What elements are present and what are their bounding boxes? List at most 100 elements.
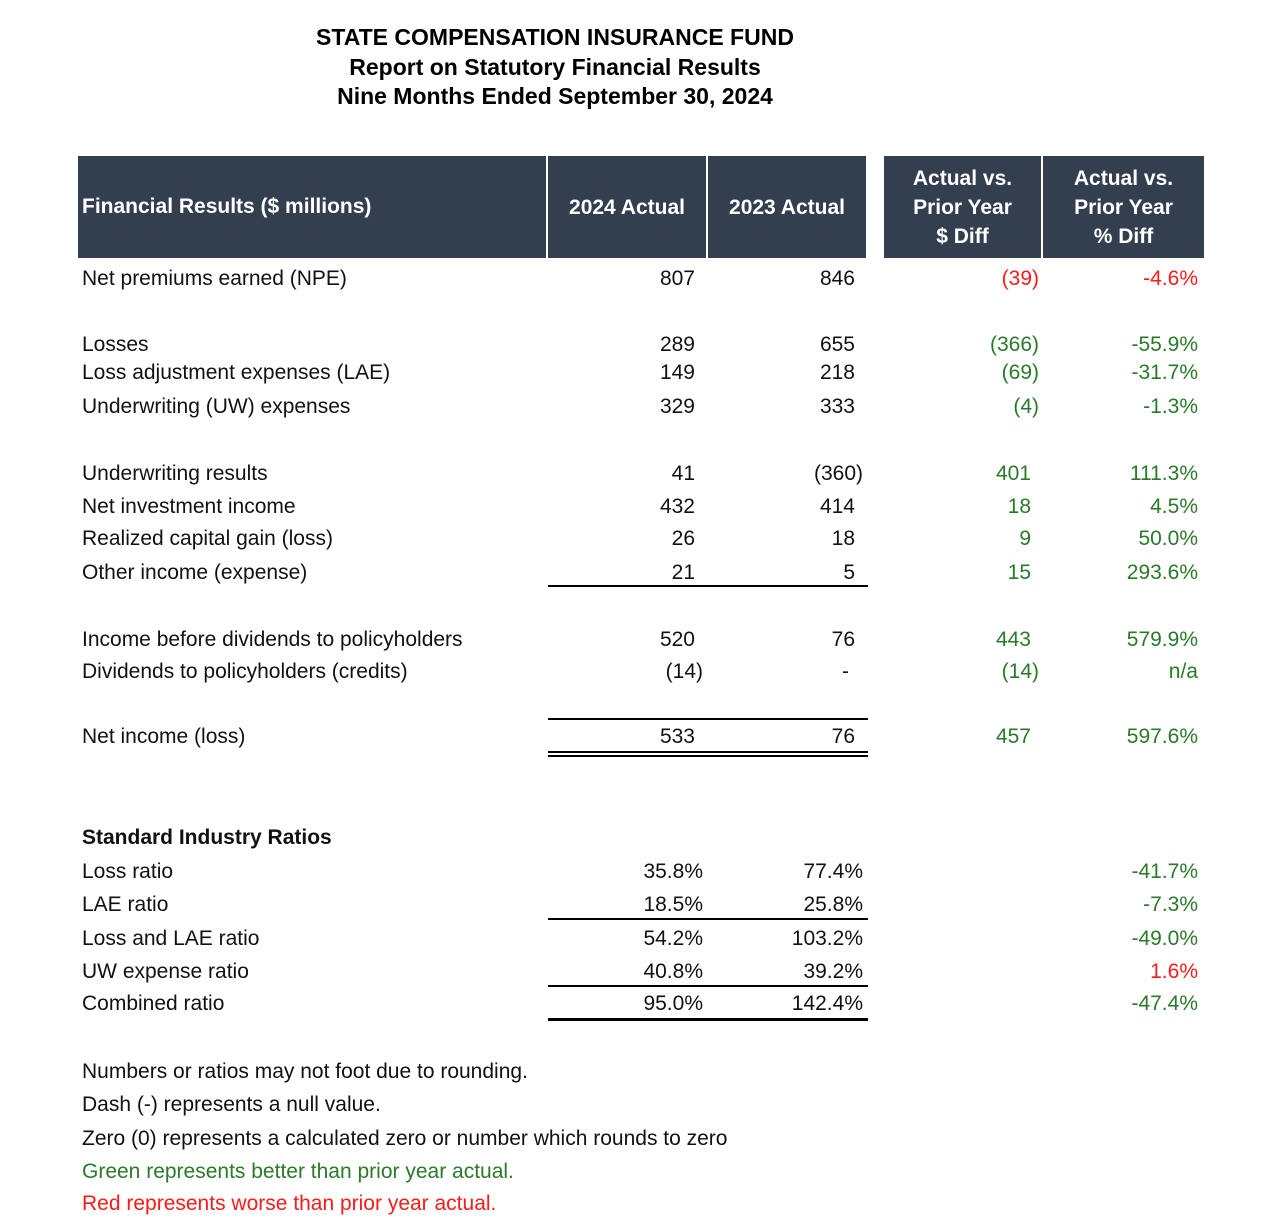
ratio-2024: 35.8% [643, 860, 703, 883]
ratio-label: Combined ratio [82, 992, 225, 1015]
row-label: Net investment income [82, 495, 296, 518]
report-subtitle: Report on Statutory Financial Results [349, 54, 761, 80]
ratio-label: UW expense ratio [82, 960, 249, 983]
value-2024: 807 [659, 267, 695, 290]
ratio-pct-diff: 1.6% [1150, 960, 1198, 983]
footnote: Red represents worse than prior year act… [82, 1192, 497, 1215]
value-2024: 21 [671, 561, 695, 584]
value-pct-diff: 293.6% [1126, 561, 1198, 584]
ratio-row: UW expense ratio 40.8% 39.2% 1.6% [0, 957, 1266, 987]
ratio-row: Loss ratio 35.8% 77.4% -41.7% [0, 857, 1266, 887]
table-row: Income before dividends to policyholders… [0, 625, 1266, 655]
row-label: Net income (loss) [82, 725, 246, 748]
header-pct-diff-l1: Actual vs. [1073, 166, 1174, 190]
row-label: Other income (expense) [82, 561, 308, 584]
header-pct-diff: Actual vs. Prior Year % Diff [1043, 156, 1204, 258]
header-2023-actual: 2023 Actual [708, 156, 866, 258]
table-row: Underwriting results 41 (360) 401 111.3% [0, 459, 1266, 489]
value-dollar-diff: 9 [1019, 527, 1031, 550]
table-row: Realized capital gain (loss) 26 18 9 50.0% [0, 524, 1266, 554]
value-dollar-diff: (39) [1001, 267, 1039, 290]
header-dollar-diff: Actual vs. Prior Year $ Diff [884, 156, 1041, 258]
table-row: Dividends to policyholders (credits) (14)… [0, 657, 1266, 687]
value-2024: 533 [659, 725, 695, 748]
value-dollar-diff: 401 [995, 462, 1031, 485]
value-2023: 218 [819, 361, 855, 384]
header-pct-diff-l2: Prior Year [1074, 195, 1173, 219]
value-2023: 76 [831, 628, 855, 651]
table-row: Net investment income 432 414 18 4.5% [0, 492, 1266, 522]
lae-ratio-rule [548, 918, 868, 920]
row-label: Underwriting results [82, 462, 268, 485]
ratio-row: Combined ratio 95.0% 142.4% -47.4% [0, 989, 1266, 1019]
row-label: Dividends to policyholders (credits) [82, 660, 408, 683]
value-2023: 18 [831, 527, 855, 550]
value-2024: 26 [671, 527, 695, 550]
ratio-2024: 40.8% [643, 960, 703, 983]
value-dollar-diff: 15 [1007, 561, 1031, 584]
footnote: Green represents better than prior year … [82, 1160, 514, 1183]
ratio-row: LAE ratio 18.5% 25.8% -7.3% [0, 890, 1266, 920]
value-2024: 149 [659, 361, 695, 384]
ratio-pct-diff: -47.4% [1131, 992, 1198, 1015]
value-2024: 41 [671, 462, 695, 485]
footnote: Numbers or ratios may not foot due to ro… [82, 1060, 528, 1083]
ratio-2023: 103.2% [791, 927, 863, 950]
row-label: Losses [82, 333, 149, 356]
table-row: Underwriting (UW) expenses 329 333 (4) -1.3% [0, 392, 1266, 422]
value-pct-diff: -31.7% [1131, 361, 1198, 384]
header-pct-diff-l3: % Diff [1093, 224, 1154, 248]
table-row: Losses 289 655 (366) -55.9% [0, 330, 1266, 360]
header-dollar-diff-l2: Prior Year [913, 195, 1012, 219]
value-pct-diff: 4.5% [1150, 495, 1198, 518]
value-2023: 333 [819, 395, 855, 418]
value-2024: (14) [665, 660, 703, 683]
ratio-pct-diff: -49.0% [1131, 927, 1198, 950]
value-dollar-diff: (4) [1013, 395, 1039, 418]
value-dollar-diff: (366) [989, 333, 1039, 356]
value-dollar-diff: 18 [1007, 495, 1031, 518]
ratio-label: Loss and LAE ratio [82, 927, 260, 950]
ratios-section: Standard Industry Ratios [0, 823, 1266, 853]
combined-ratio-rule [548, 1018, 868, 1021]
ratio-row: Loss and LAE ratio 54.2% 103.2% -49.0% [0, 924, 1266, 954]
ratio-label: Loss ratio [82, 860, 174, 883]
value-2023: - [842, 660, 849, 683]
ratio-2023: 77.4% [803, 860, 863, 883]
value-dollar-diff: (69) [1001, 361, 1039, 384]
ratio-2023: 25.8% [803, 893, 863, 916]
table-row: Net premiums earned (NPE) 807 846 (39) -4.6% [0, 264, 1266, 294]
ratio-2024: 54.2% [643, 927, 703, 950]
value-2023: 76 [831, 725, 855, 748]
value-pct-diff: 111.3% [1129, 462, 1198, 485]
row-label: Net premiums earned (NPE) [82, 267, 347, 290]
net-income-double-rule-2 [548, 755, 868, 757]
value-2023: (360) [813, 462, 863, 485]
header-dollar-diff-l1: Actual vs. [912, 166, 1013, 190]
value-pct-diff: -1.3% [1143, 395, 1198, 418]
value-pct-diff: n/a [1168, 660, 1198, 683]
ratio-label: LAE ratio [82, 893, 169, 916]
value-2023: 5 [843, 561, 855, 584]
value-dollar-diff: 443 [995, 628, 1031, 651]
row-label: Realized capital gain (loss) [82, 527, 333, 550]
value-2024: 289 [659, 333, 695, 356]
value-2024: 329 [659, 395, 695, 418]
value-pct-diff: -4.6% [1143, 267, 1198, 290]
net-income-double-rule-1 [548, 751, 868, 753]
value-2023: 655 [819, 333, 855, 356]
value-pct-diff: 50.0% [1138, 527, 1198, 550]
header-label: Financial Results ($ millions) [78, 156, 546, 258]
table-row: Loss adjustment expenses (LAE) 149 218 (69)… [0, 358, 1266, 388]
row-label: Loss adjustment expenses (LAE) [82, 361, 391, 384]
header-2024-actual: 2024 Actual [548, 156, 706, 258]
subtotal-rule [548, 585, 868, 587]
uw-ratio-rule [548, 985, 868, 987]
value-pct-diff: 579.9% [1126, 628, 1198, 651]
value-pct-diff: -55.9% [1131, 333, 1198, 356]
table-row: Other income (expense) 21 5 15 293.6% [0, 558, 1266, 588]
footnote: Dash (-) represents a null value. [82, 1093, 381, 1116]
report-title: STATE COMPENSATION INSURANCE FUND [316, 24, 794, 50]
value-2023: 846 [819, 267, 855, 290]
